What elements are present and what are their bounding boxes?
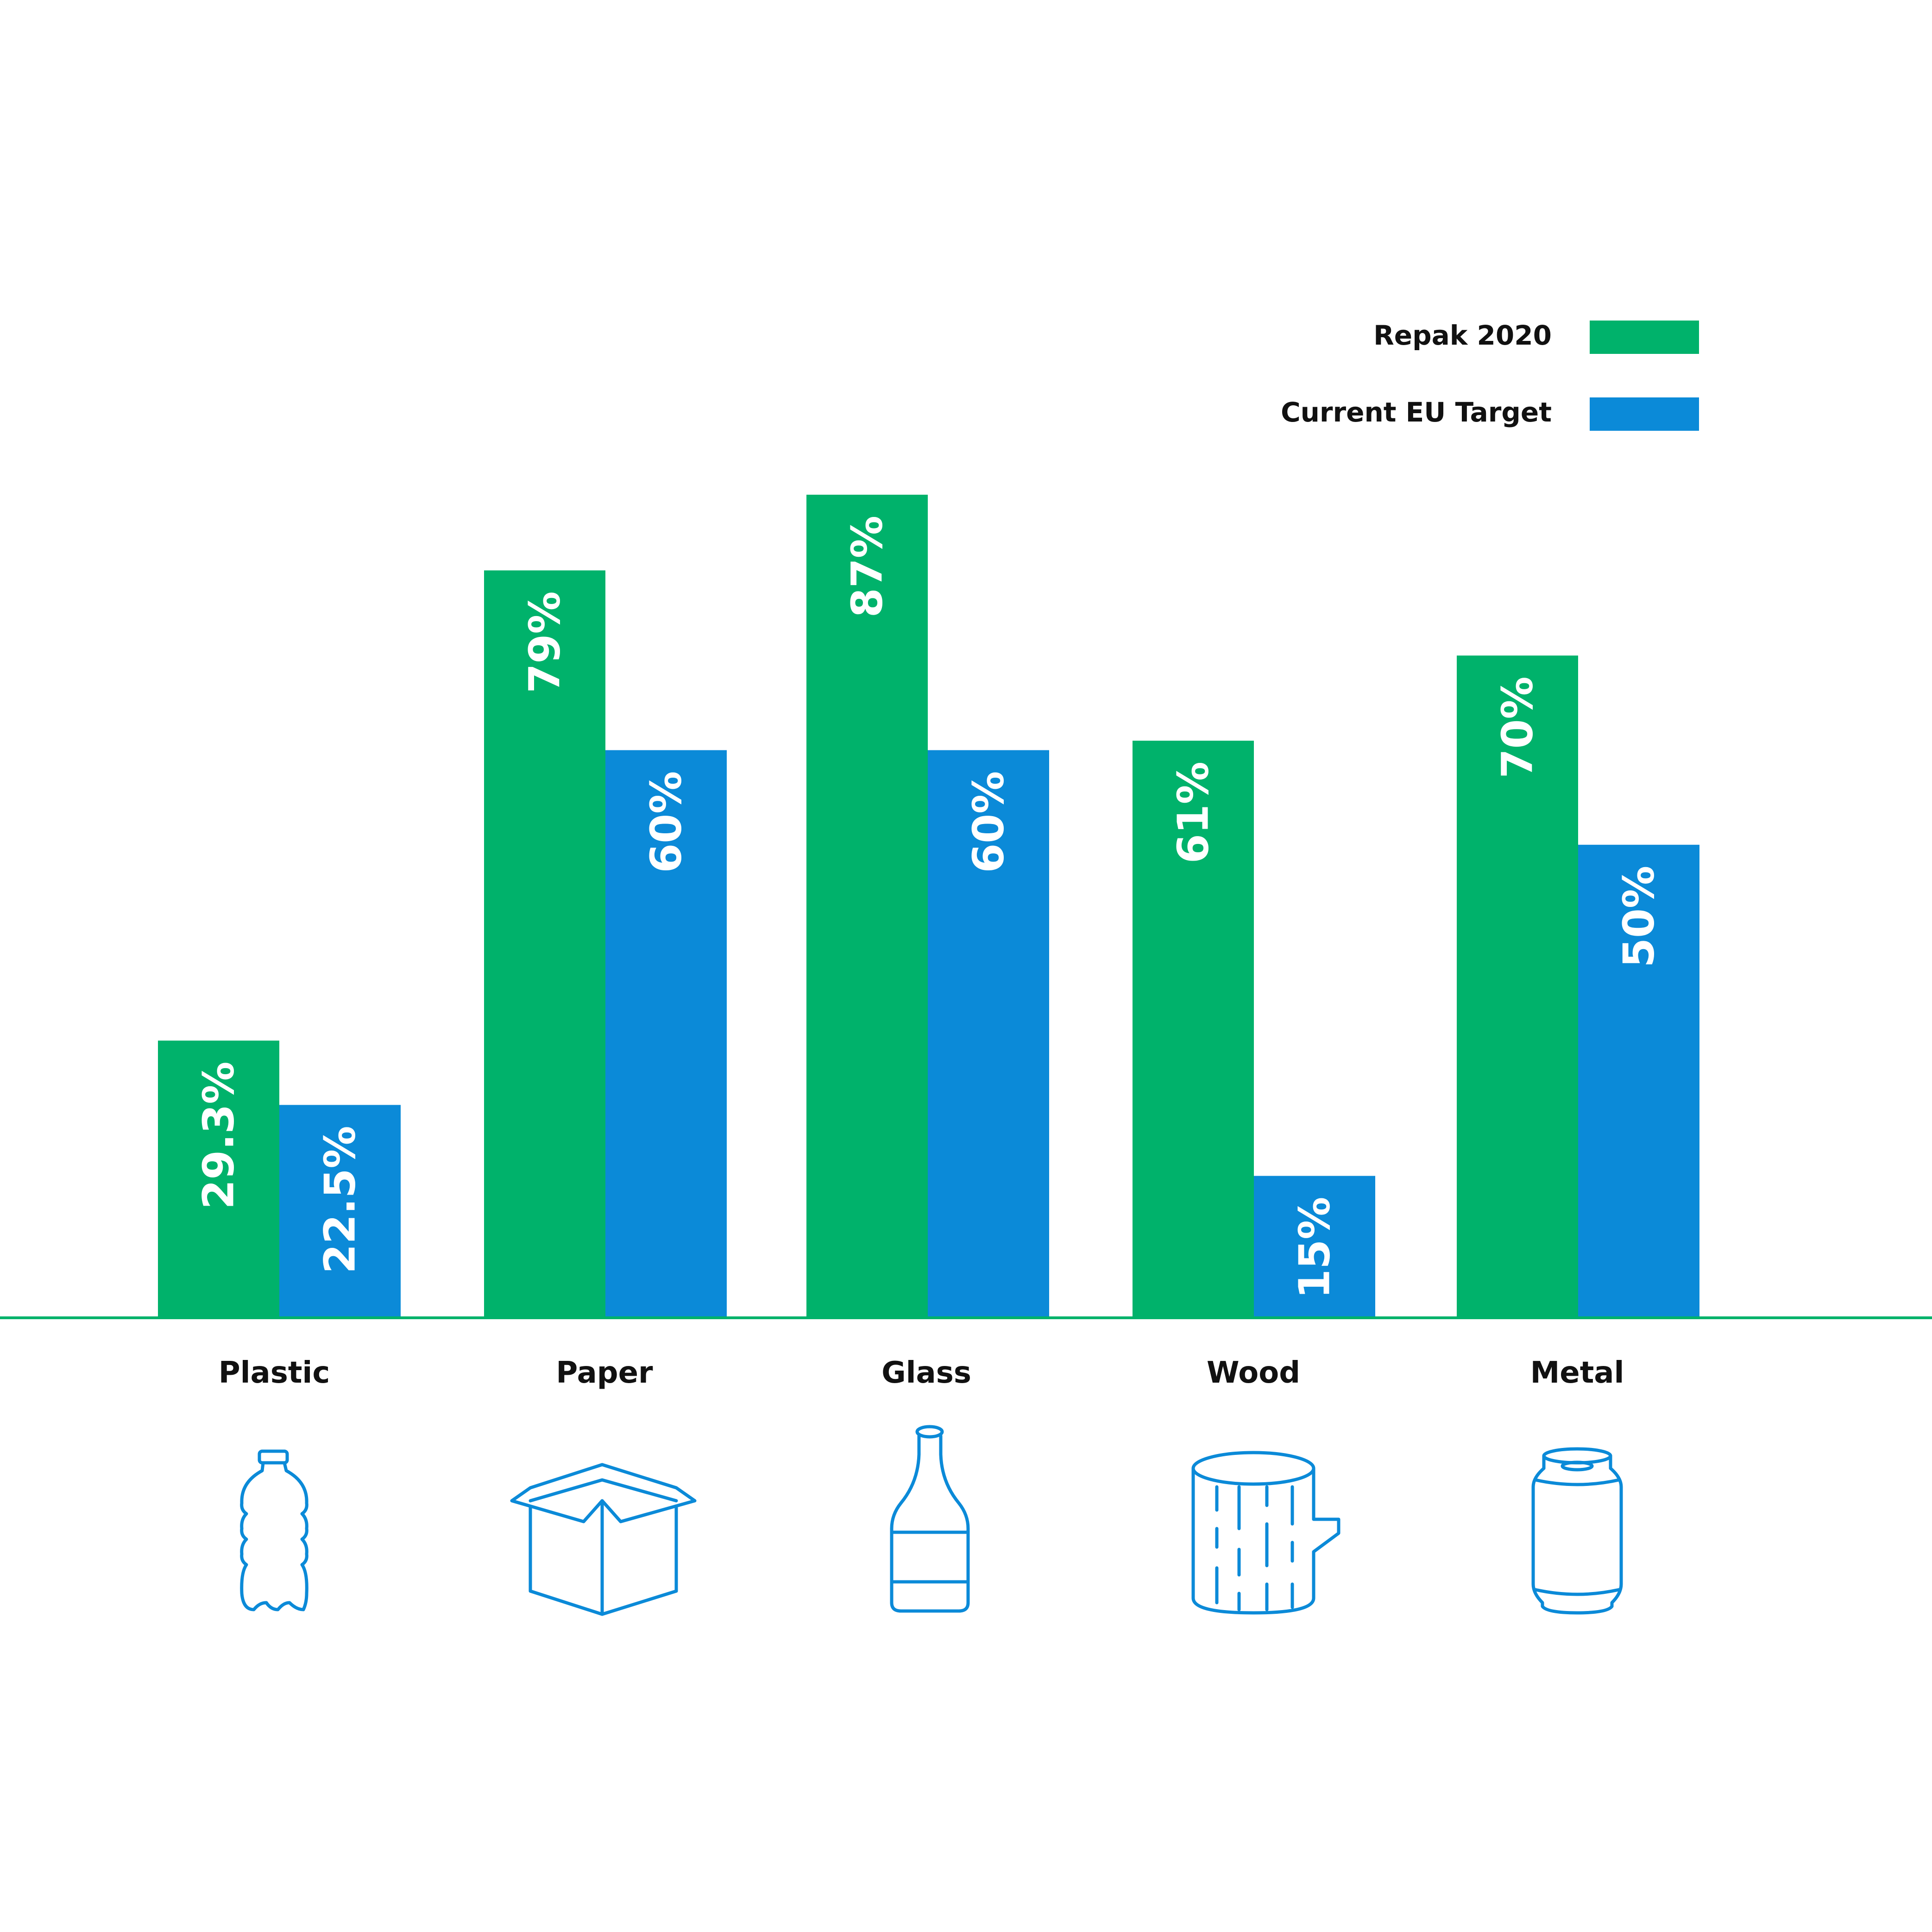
value-label-paper-current-eu-target: 60% [642,771,691,873]
legend-item-repak-2020: Repak 2020 [1373,320,1699,354]
value-labels: 29.3% 22.5% 79% 60% 87% 60% 61% 15% 70% 50% [194,516,1664,1299]
category-label-paper: Paper [556,1356,653,1390]
value-label-glass-current-eu-target: 60% [964,771,1013,873]
bar-glass-repak-2020 [806,495,928,1318]
bar-plastic-current-eu-target [279,1105,401,1318]
legend-label-current-eu-target: Current EU Target [1281,396,1552,428]
glass-bottle-icon [890,1425,970,1613]
bar-paper-current-eu-target [605,750,727,1318]
bar-plastic-repak-2020 [158,1040,279,1318]
value-label-plastic-repak-2020: 29.3% [194,1062,244,1209]
category-labels: Plastic Paper Glass Wood Metal [219,1356,1624,1390]
category-label-glass: Glass [881,1356,971,1390]
value-label-wood-repak-2020: 61% [1169,761,1218,863]
category-label-metal: Metal [1530,1356,1624,1390]
bar-metal-repak-2020 [1457,655,1578,1318]
value-label-metal-current-eu-target: 50% [1614,866,1664,968]
bar-wood-current-eu-target [1254,1176,1375,1318]
cardboard-box-icon [510,1463,697,1616]
wood-log-icon [1191,1451,1340,1615]
plastic-bottle-icon [240,1449,308,1611]
metal-can-icon [1531,1447,1623,1615]
bar-metal-current-eu-target [1578,844,1699,1318]
legend: Repak 2020 Current EU Target [1281,320,1699,431]
value-label-plastic-current-eu-target: 22.5% [315,1126,365,1273]
legend-swatch-repak-2020 [1590,321,1699,354]
value-label-metal-repak-2020: 70% [1493,676,1542,778]
value-label-glass-repak-2020: 87% [843,516,892,617]
value-label-paper-repak-2020: 79% [520,591,570,693]
value-label-wood-current-eu-target: 15% [1290,1197,1340,1299]
bar-glass-current-eu-target [928,750,1049,1318]
legend-item-current-eu-target: Current EU Target [1281,396,1699,431]
bars [158,495,1699,1318]
category-label-plastic: Plastic [219,1356,330,1390]
bar-wood-repak-2020 [1133,741,1254,1318]
category-label-wood: Wood [1207,1356,1300,1390]
bar-paper-repak-2020 [484,570,605,1318]
legend-swatch-current-eu-target [1590,397,1699,431]
legend-label-repak-2020: Repak 2020 [1373,320,1552,351]
